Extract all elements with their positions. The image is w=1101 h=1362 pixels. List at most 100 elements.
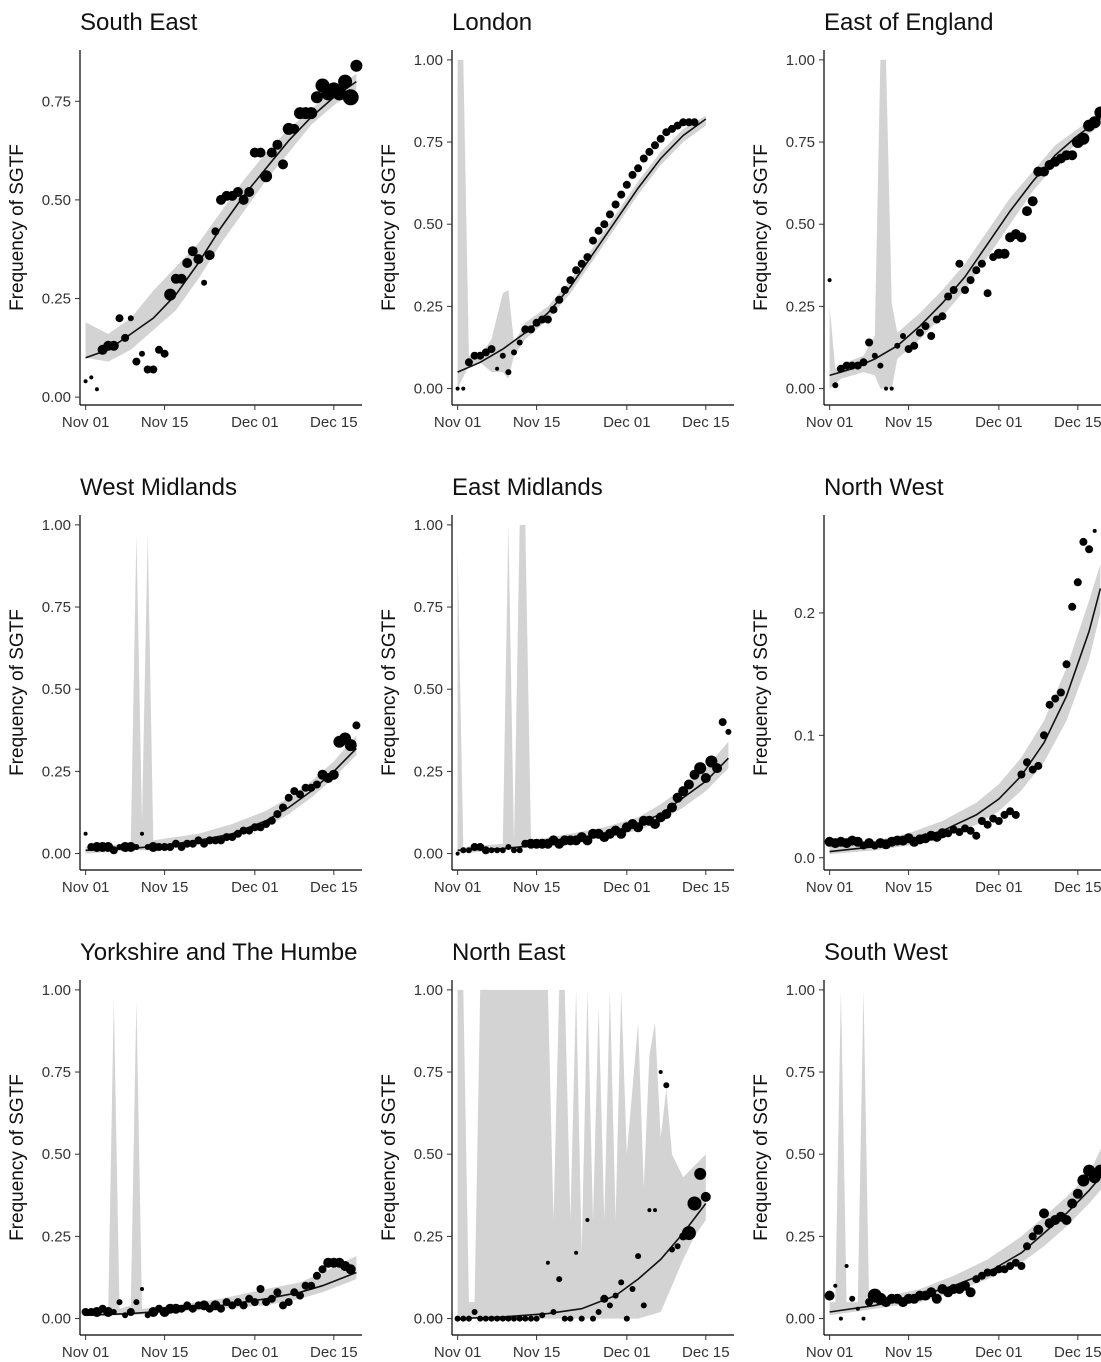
- data-point: [260, 170, 273, 183]
- y-tick-label: 0.25: [786, 1228, 815, 1245]
- y-axis-title: Frequency of SGTF: [379, 1074, 400, 1241]
- data-point: [690, 118, 699, 127]
- data-point: [910, 341, 919, 350]
- y-tick-label: 0.75: [42, 1064, 71, 1081]
- data-point: [629, 1286, 636, 1292]
- data-point: [307, 1281, 316, 1290]
- x-tick-label: Dec 01: [975, 1344, 1023, 1361]
- data-point: [983, 820, 992, 829]
- data-point: [289, 123, 300, 134]
- data-point: [944, 292, 953, 301]
- data-point: [143, 365, 152, 374]
- data-point: [900, 333, 906, 339]
- confidence-band: [457, 989, 706, 1319]
- x-tick-label: Nov 01: [806, 1344, 854, 1361]
- y-tick-label: 0.25: [414, 763, 443, 780]
- data-point: [577, 259, 586, 268]
- data-point: [284, 1298, 293, 1307]
- y-axis-title: Frequency of SGTF: [751, 1074, 772, 1241]
- data-point: [545, 1260, 550, 1265]
- x-tick-label: Dec 15: [310, 879, 358, 896]
- data-point: [606, 1302, 613, 1309]
- data-point: [921, 322, 930, 331]
- data-point: [679, 118, 688, 127]
- data-point: [193, 254, 204, 265]
- panel-0: South East Frequency of SGTF 0.00 0.25 0.50 0…: [7, 9, 363, 431]
- data-point: [1034, 761, 1043, 770]
- y-tick-label: 0.25: [42, 1228, 71, 1245]
- data-point: [977, 259, 986, 268]
- data-point: [543, 315, 552, 324]
- data-point: [635, 1253, 642, 1260]
- data-point: [674, 1243, 681, 1250]
- data-point: [1017, 770, 1026, 779]
- data-point: [301, 783, 310, 792]
- data-point: [522, 1315, 529, 1322]
- data-point: [310, 91, 323, 104]
- data-point: [1061, 1215, 1072, 1225]
- data-point: [894, 342, 901, 349]
- data-point: [1045, 700, 1054, 709]
- y-tick-label: 0.2: [794, 605, 815, 622]
- x-tick-label: Nov 01: [806, 414, 854, 431]
- y-tick-label: 0.75: [414, 134, 443, 151]
- data-point: [861, 1316, 866, 1321]
- data-point: [1094, 106, 1101, 119]
- data-point: [877, 362, 884, 369]
- x-tick-label: Nov 15: [141, 414, 189, 431]
- data-point: [842, 361, 851, 370]
- data-point: [926, 1287, 937, 1298]
- data-point: [694, 1167, 707, 1180]
- panel-1: London Frequency of SGTF 0.00 0.25 0.50 0.75 1…: [379, 9, 734, 431]
- panel-8: South West Frequency of SGTF 0.00 0.25 0.50 0…: [751, 939, 1101, 1361]
- y-tick-label: 0.50: [786, 1146, 815, 1163]
- data-point: [955, 259, 964, 268]
- data-point: [103, 1307, 114, 1317]
- data-point: [155, 345, 163, 354]
- data-point: [718, 718, 727, 727]
- data-point: [160, 843, 169, 851]
- data-point: [556, 1276, 563, 1283]
- data-point: [471, 1309, 478, 1315]
- data-point: [645, 147, 654, 156]
- data-point: [931, 1293, 942, 1304]
- y-tick-label: 0.75: [786, 134, 815, 151]
- data-point: [605, 210, 614, 219]
- data-point: [125, 842, 136, 852]
- x-tick-label: Nov 15: [885, 414, 933, 431]
- data-point: [915, 328, 924, 337]
- data-point: [1027, 196, 1038, 207]
- data-point: [83, 831, 88, 836]
- data-point: [204, 250, 215, 261]
- data-point: [712, 763, 723, 774]
- data-point: [155, 843, 163, 851]
- data-point: [600, 1294, 609, 1303]
- data-point: [590, 1315, 596, 1322]
- data-point: [669, 1246, 675, 1253]
- data-point: [927, 332, 936, 340]
- data-point: [296, 1291, 304, 1300]
- data-point: [110, 1309, 117, 1315]
- data-point: [164, 288, 177, 301]
- panel-4: East Midlands Frequency of SGTF 0.00 0.25 0.…: [379, 474, 734, 896]
- data-point: [634, 164, 643, 173]
- x-tick-label: Nov 01: [434, 414, 482, 431]
- data-point: [499, 352, 506, 359]
- data-point: [250, 1298, 259, 1307]
- data-point: [623, 1315, 630, 1322]
- y-tick-label: 0.75: [414, 1064, 443, 1081]
- confidence-band: [457, 59, 706, 389]
- data-point: [865, 338, 874, 347]
- data-point: [560, 286, 569, 294]
- y-tick-label: 1.00: [786, 982, 815, 999]
- data-point: [611, 200, 620, 209]
- data-point: [594, 226, 603, 235]
- y-tick-label: 0.50: [414, 216, 443, 233]
- x-tick-label: Nov 15: [141, 1344, 189, 1361]
- y-tick-label: 0.75: [414, 599, 443, 616]
- x-tick-label: Dec 01: [603, 1344, 651, 1361]
- data-point: [533, 1315, 540, 1322]
- y-tick-label: 0.0: [794, 850, 815, 867]
- panel-7: North East Frequency of SGTF 0.00 0.25 0.50 0…: [379, 939, 734, 1361]
- confidence-band: [829, 59, 1101, 389]
